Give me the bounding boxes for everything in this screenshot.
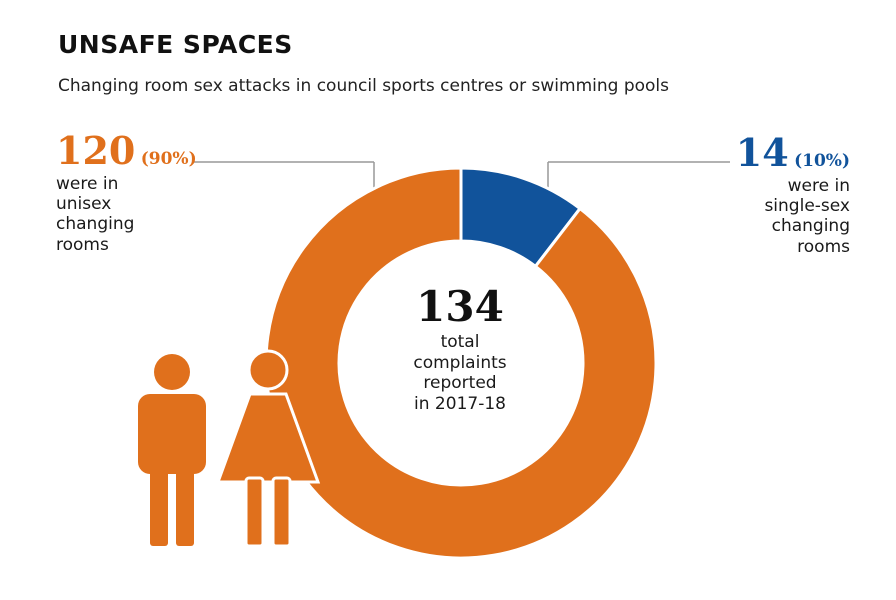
single-sex-desc-line: were in bbox=[787, 175, 850, 196]
unisex-value: 120 bbox=[56, 128, 136, 173]
total-value: 134 bbox=[416, 282, 504, 331]
chart-title: UNSAFE SPACES bbox=[58, 30, 293, 59]
chart-subtitle: Changing room sex attacks in council spo… bbox=[58, 76, 670, 96]
unisex-desc-line: unisex bbox=[56, 193, 112, 214]
total-desc-line: total bbox=[440, 332, 480, 353]
total-desc-line: in 2017-18 bbox=[414, 393, 506, 414]
unisex-desc-line: changing bbox=[56, 214, 135, 235]
unisex-callout: 120 (90%) were in unisex changing rooms bbox=[56, 128, 197, 255]
single-sex-percent: (10%) bbox=[794, 151, 850, 171]
single-sex-desc-line: changing bbox=[771, 216, 850, 237]
donut-center-label: 134 total complaints reported in 2017-18 bbox=[385, 282, 535, 414]
slice-unisex-changing-rooms bbox=[264, 166, 658, 560]
unisex-desc-line: rooms bbox=[56, 234, 109, 255]
donut-slices bbox=[264, 166, 658, 560]
total-desc-line: complaints bbox=[413, 352, 507, 373]
single-sex-value: 14 bbox=[735, 130, 789, 175]
single-sex-desc-line: single-sex bbox=[764, 195, 850, 216]
unisex-percent: (90%) bbox=[140, 149, 197, 169]
single-sex-callout: 14 (10%) were in single-sex changing roo… bbox=[690, 130, 850, 257]
unisex-desc-line: were in bbox=[56, 173, 119, 194]
total-desc-line: reported bbox=[423, 373, 497, 394]
woman-icon bbox=[215, 349, 321, 548]
man-icon bbox=[138, 354, 206, 546]
single-sex-desc-line: rooms bbox=[797, 236, 850, 257]
